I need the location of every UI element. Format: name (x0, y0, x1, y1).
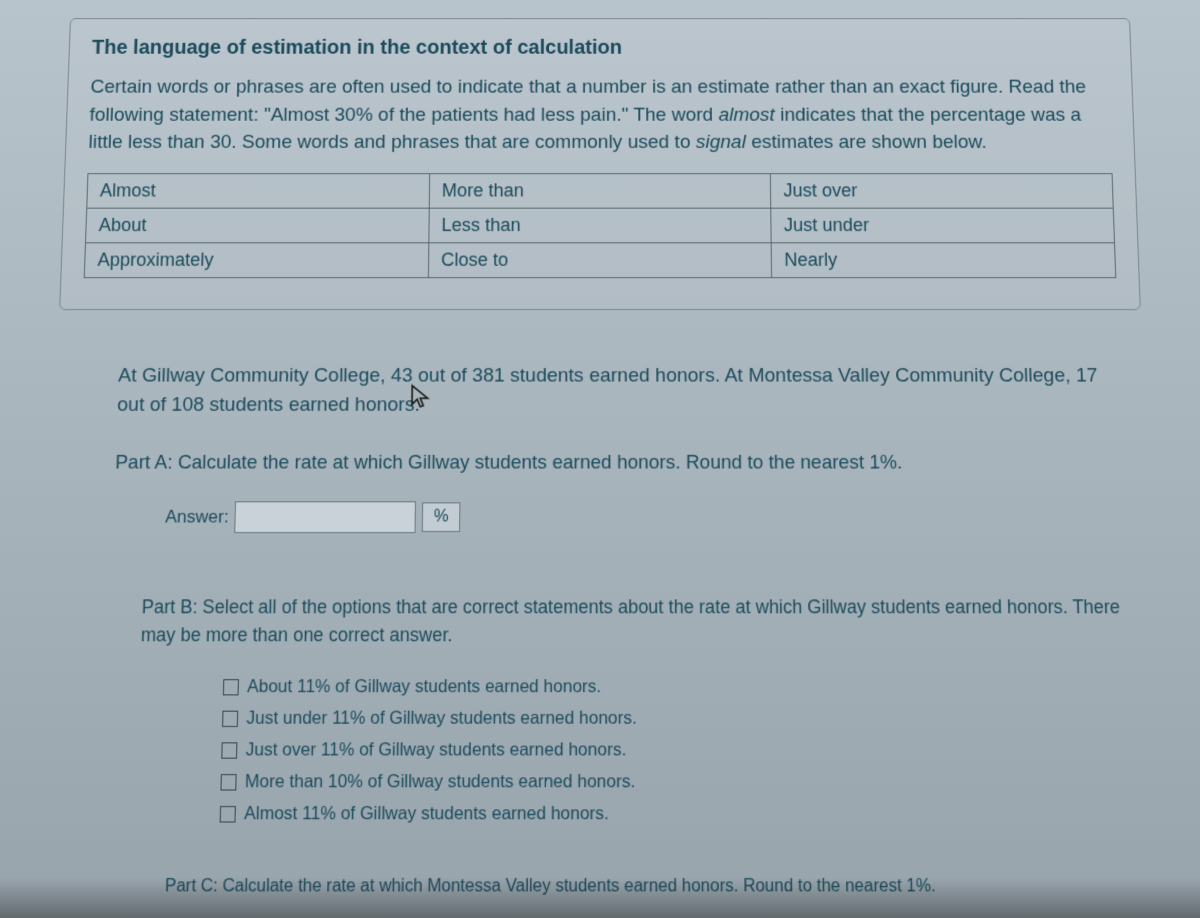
checkbox-icon[interactable] (220, 774, 236, 790)
option-label: Almost 11% of Gillway students earned ho… (244, 804, 609, 825)
table-cell: Just under (771, 208, 1114, 243)
checkbox-icon[interactable] (220, 806, 236, 823)
question-block: At Gillway Community College, 43 out of … (101, 361, 1131, 900)
table-cell: Just over (771, 173, 1114, 207)
option-label: Just over 11% of Gillway students earned… (245, 740, 626, 761)
table-cell: More than (429, 173, 771, 207)
para-after: estimates are shown below. (746, 132, 987, 153)
checkbox-icon[interactable] (223, 679, 239, 695)
part-a-prompt: Part A: Calculate the rate at which Gill… (115, 450, 1116, 473)
table-row: Almost More than Just over (87, 173, 1114, 207)
table-cell: Close to (428, 242, 772, 277)
panel-title: The language of estimation in the contex… (92, 37, 1109, 60)
answer-input[interactable] (235, 501, 417, 533)
list-item[interactable]: About 11% of Gillway students earned hon… (223, 677, 1124, 698)
para-italic2: signal (696, 132, 746, 153)
answer-label: Answer: (165, 506, 229, 527)
table-cell: Approximately (84, 242, 428, 277)
table-cell: Almost (87, 173, 430, 207)
part-b-prompt: Part B: Select all of the options that a… (140, 593, 1122, 649)
list-item[interactable]: More than 10% of Gillway students earned… (220, 772, 1127, 793)
panel-paragraph: Certain words or phrases are often used … (88, 74, 1112, 157)
intro-text: At Gillway Community College, 43 out of … (117, 365, 1098, 417)
checkbox-icon[interactable] (222, 711, 238, 727)
estimation-table: Almost More than Just over About Less th… (84, 173, 1117, 278)
option-label: About 11% of Gillway students earned hon… (247, 677, 601, 698)
info-panel: The language of estimation in the contex… (59, 18, 1141, 310)
para-italic1: almost (718, 104, 775, 125)
answer-row: Answer: % (165, 501, 1118, 533)
table-cell: Nearly (771, 242, 1115, 277)
percent-label: % (422, 502, 460, 532)
checkbox-list: About 11% of Gillway students earned hon… (220, 677, 1129, 825)
list-item[interactable]: Just under 11% of Gillway students earne… (222, 709, 1125, 730)
checkbox-icon[interactable] (221, 742, 237, 758)
table-row: Approximately Close to Nearly (84, 242, 1115, 277)
list-item[interactable]: Just over 11% of Gillway students earned… (221, 740, 1126, 761)
bottom-shadow (0, 878, 1200, 918)
question-intro: At Gillway Community College, 43 out of … (117, 361, 1114, 420)
table-row: About Less than Just under (86, 208, 1115, 243)
cursor-icon (409, 383, 430, 420)
option-label: Just under 11% of Gillway students earne… (246, 709, 637, 730)
table-cell: About (86, 208, 429, 243)
table-cell: Less than (428, 208, 771, 243)
option-label: More than 10% of Gillway students earned… (245, 772, 636, 793)
list-item[interactable]: Almost 11% of Gillway students earned ho… (220, 804, 1129, 825)
